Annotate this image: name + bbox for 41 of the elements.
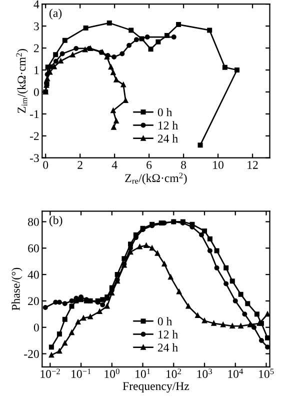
y-tick-label: 40 [28,270,39,279]
legend-label: 12 h [158,330,178,338]
annotation: (a) [49,8,62,20]
legend-label: 12 h [158,121,178,130]
x-tick-label: 10$^{−2}$ [40,368,60,378]
y-tick-label: 1 [34,66,39,74]
y-axis-title: Z$_{im}$/(kΩ·cm$^{2}$) [16,49,28,113]
x-tick-label: 12 [248,161,258,169]
y-tick-label: 60 [28,244,39,252]
legend-label: 0 h [158,108,172,116]
y-tick-label: -1 [30,110,39,118]
x-tick-label: 10$^{3}$ [197,368,212,378]
x-tick-label: 10$^{5}$ [259,368,274,378]
x-axis-title: Frequency/Hz [122,382,190,393]
y-tick-label: 80 [28,218,39,226]
legend-label: 24 h [158,134,178,142]
y-tick-label: 2 [34,44,39,52]
x-tick-label: 6 [146,161,152,169]
legend-label: 24 h [158,343,178,352]
x-axis-title: Z$_{re}$/(kΩ·cm$^{2}$) [125,172,187,185]
y-tick-label: 0 [34,88,39,96]
y-tick-label: 3 [34,22,39,30]
x-tick-label: 10$^{0}$ [104,368,120,378]
x-tick-label: 10 [213,160,224,169]
y-tick-label: 20 [28,297,39,306]
x-tick-label: 10$^{1}$ [136,368,150,378]
x-tick-label: 8 [181,160,186,169]
x-tick-label: 10$^{2}$ [166,368,182,378]
x-tick-label: 2 [78,161,82,169]
x-tick-label: 4 [112,161,118,169]
y-tick-label: -3 [30,154,39,162]
y-tick-label: 0 [34,324,39,332]
x-tick-label: 0 [43,160,48,169]
y-tick-label: -20 [24,350,39,358]
x-tick-label: 10$^{−1}$ [72,368,91,378]
y-axis-title: Phase/(°) [12,268,22,310]
y-tick-label: -2 [30,132,39,140]
annotation: (b) [49,216,62,227]
legend-label: 0 h [158,317,172,326]
y-tick-label: 4 [34,0,40,8]
x-tick-label: 10$^{4}$ [228,368,244,378]
